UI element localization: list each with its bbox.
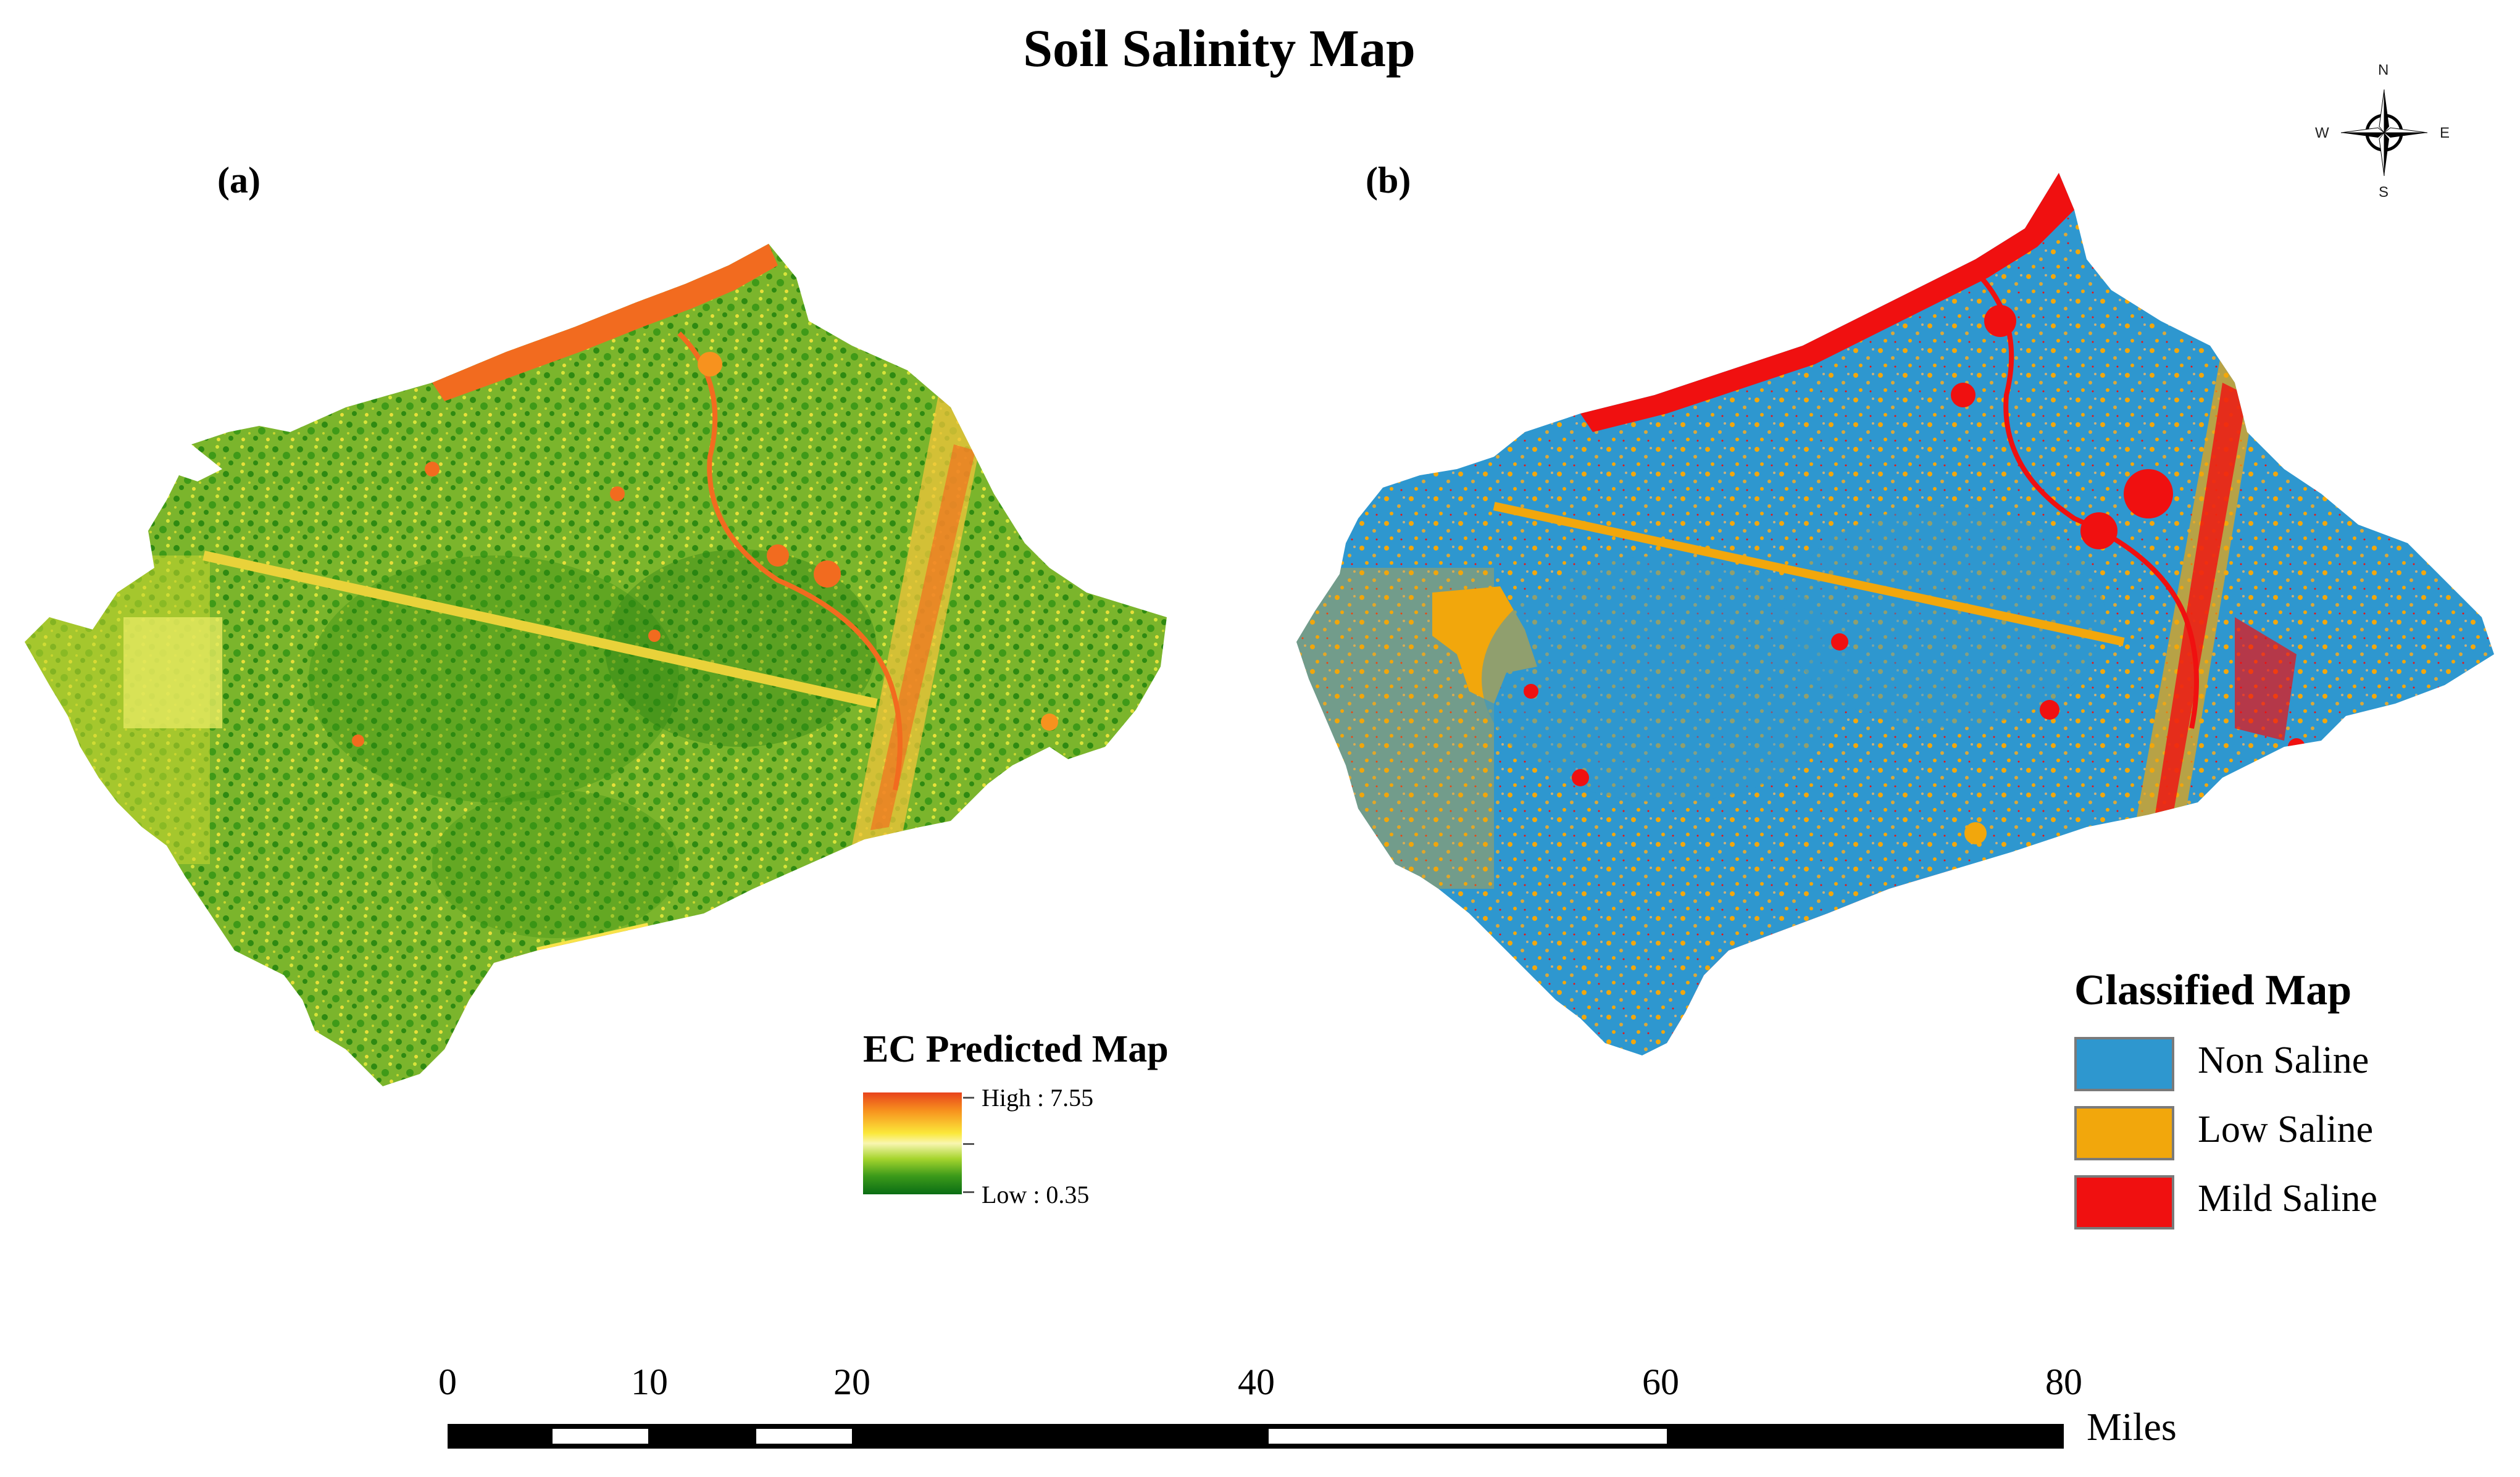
classified-legend-title: Classified Map	[2074, 967, 2352, 1014]
legend-label-mild-saline: Mild Saline	[2198, 1178, 2378, 1220]
map-title: Soil Salinity Map	[1023, 19, 1416, 78]
ec-color-ramp	[863, 1092, 962, 1194]
legend-swatch-non-saline	[2074, 1037, 2174, 1091]
ec-high-label: High : 7.55	[982, 1084, 1094, 1112]
ec-tick-low	[963, 1191, 974, 1193]
compass-east-label: E	[2440, 125, 2450, 141]
scale-tick-0: 0	[438, 1362, 457, 1402]
ec-tick-mid	[963, 1143, 974, 1145]
scale-tick-40: 40	[1238, 1362, 1275, 1402]
panel-label-a: (a)	[217, 160, 261, 201]
scale-bar	[448, 1424, 2064, 1449]
legend-swatch-mild-saline	[2074, 1175, 2174, 1229]
scale-tick-20: 20	[833, 1362, 870, 1402]
compass-south-label: S	[2379, 184, 2389, 201]
legend-label-low-saline: Low Saline	[2198, 1109, 2374, 1150]
legend-swatch-low-saline	[2074, 1106, 2174, 1160]
compass-north-label: N	[2378, 62, 2389, 78]
scale-unit-label: Miles	[2087, 1405, 2177, 1449]
scale-tick-10: 10	[631, 1362, 668, 1402]
scale-tick-80: 80	[2045, 1362, 2082, 1402]
ec-tick-high	[963, 1097, 974, 1099]
compass-rose	[2340, 89, 2428, 177]
legend-label-non-saline: Non Saline	[2198, 1039, 2369, 1081]
scale-tick-60: 60	[1642, 1362, 1679, 1402]
ec-predicted-map	[25, 244, 1167, 1086]
ec-legend-title: EC Predicted Map	[863, 1028, 1169, 1070]
ec-low-label: Low : 0.35	[982, 1181, 1090, 1209]
compass-west-label: W	[2315, 125, 2329, 141]
classified-map	[1296, 173, 2494, 1055]
panel-label-b: (b)	[1366, 160, 1411, 201]
